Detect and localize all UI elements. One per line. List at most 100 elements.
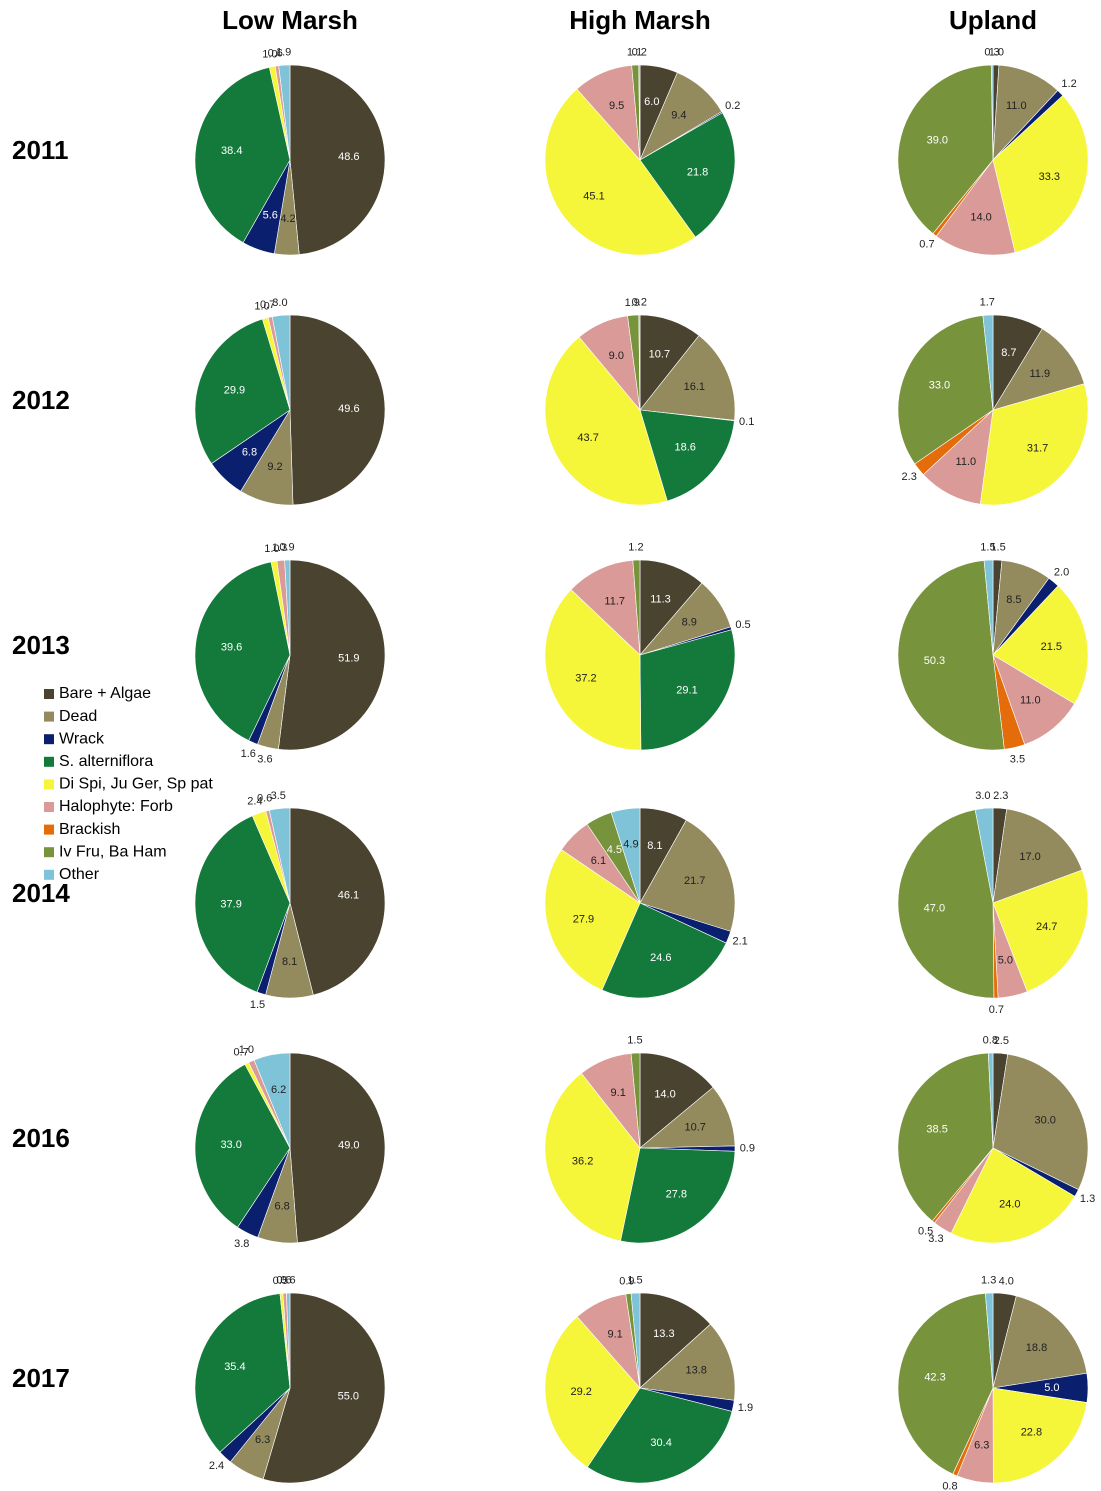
pie-slice bbox=[639, 1292, 711, 1389]
pie-slice bbox=[271, 314, 291, 411]
slice-label: 11.3 bbox=[650, 594, 671, 606]
slice-label: 0.5 bbox=[918, 1225, 933, 1237]
slice-label: 21.7 bbox=[684, 875, 705, 887]
slice-label: 1.9 bbox=[738, 1402, 753, 1414]
pie-slice bbox=[610, 807, 641, 904]
pie-slice bbox=[992, 328, 1085, 411]
pie-slice bbox=[194, 1293, 291, 1453]
column-title: High Marsh bbox=[569, 5, 711, 35]
slice-label: 9.1 bbox=[607, 1329, 622, 1341]
slice-label: 9.4 bbox=[671, 110, 686, 122]
slice-label: 0.9 bbox=[740, 1143, 755, 1155]
slice-label: 13.3 bbox=[653, 1328, 674, 1340]
slice-label: 6.8 bbox=[274, 1200, 289, 1212]
legend-label: Wrack bbox=[59, 730, 105, 747]
pie-slice bbox=[194, 318, 291, 464]
slice-label: 8.7 bbox=[1001, 347, 1016, 359]
slice-label: 0.6 bbox=[280, 1275, 295, 1287]
pie-slice bbox=[639, 819, 736, 932]
pie-slice bbox=[544, 849, 641, 991]
slice-label: 6.3 bbox=[255, 1434, 270, 1446]
legend-swatch bbox=[44, 847, 54, 858]
pie-slice bbox=[194, 815, 291, 993]
slice-label: 21.8 bbox=[687, 166, 708, 178]
slice-label: 2.0 bbox=[1054, 566, 1069, 578]
slice-label: 38.5 bbox=[926, 1123, 947, 1135]
pie-slice bbox=[639, 112, 736, 238]
slice-label: 2.3 bbox=[902, 471, 917, 483]
row-label: 2011 bbox=[12, 135, 68, 165]
pie-slice bbox=[992, 808, 1083, 904]
pie-slice bbox=[992, 64, 1059, 161]
slice-label: 0.8 bbox=[942, 1480, 957, 1491]
slice-label: 3.5 bbox=[1010, 753, 1025, 765]
pie-slice bbox=[262, 1292, 386, 1484]
pie-slice bbox=[289, 64, 386, 255]
pie-slice bbox=[990, 64, 994, 161]
slice-label: 1.3 bbox=[981, 1275, 996, 1287]
slice-label: 38.4 bbox=[221, 145, 242, 157]
slice-label: 1.0 bbox=[262, 48, 277, 60]
slice-label: 8.1 bbox=[647, 840, 662, 852]
column-title: Upland bbox=[949, 5, 1037, 35]
slice-label: 5.6 bbox=[263, 209, 278, 221]
pie-slice bbox=[974, 807, 994, 904]
pie-slice bbox=[601, 902, 727, 999]
slice-label: 30.0 bbox=[1035, 1115, 1056, 1127]
pie-slice bbox=[639, 559, 703, 656]
slice-label: 4.5 bbox=[607, 844, 622, 856]
slice-label: 17.0 bbox=[1019, 851, 1040, 863]
pie-slice bbox=[985, 1292, 994, 1389]
slice-label: 33.3 bbox=[1039, 171, 1060, 183]
pie-slice bbox=[289, 314, 386, 506]
slice-label: 1.5 bbox=[250, 999, 265, 1011]
slice-label: 27.9 bbox=[573, 913, 594, 925]
pie-slice bbox=[194, 561, 291, 741]
row-label: 2012 bbox=[12, 385, 70, 415]
slice-label: 0.5 bbox=[273, 1275, 288, 1287]
pie-slice bbox=[632, 559, 641, 656]
slice-label: 1.0 bbox=[989, 47, 1004, 59]
pie-slice bbox=[992, 95, 1089, 253]
pie-slice bbox=[897, 315, 994, 465]
slice-label: 9.1 bbox=[611, 1087, 626, 1099]
slice-label: 4.9 bbox=[623, 839, 638, 851]
pie-slice bbox=[922, 409, 994, 505]
slice-label: 0.6 bbox=[276, 1275, 291, 1287]
pie-slice bbox=[897, 64, 994, 235]
pie-slice bbox=[950, 1147, 1076, 1244]
slice-label: 1.0 bbox=[239, 1044, 254, 1056]
slice-label: 2.1 bbox=[732, 936, 747, 948]
slice-label: 3.8 bbox=[234, 1238, 249, 1250]
slice-label: 18.6 bbox=[674, 442, 695, 454]
slice-label: 8.9 bbox=[682, 617, 697, 629]
slice-label: 22.8 bbox=[1021, 1427, 1042, 1439]
pie-slice bbox=[268, 807, 291, 904]
slice-label: 1.5 bbox=[627, 1275, 642, 1287]
slice-label: 0.9 bbox=[619, 1275, 634, 1287]
slice-label: 36.2 bbox=[572, 1155, 593, 1167]
pie-slice bbox=[544, 1316, 641, 1468]
slice-label: 8.1 bbox=[282, 956, 297, 968]
pie-slice bbox=[987, 1052, 994, 1149]
slice-label: 39.6 bbox=[221, 642, 242, 654]
slice-label: 3.0 bbox=[272, 297, 287, 309]
slice-label: 3.6 bbox=[257, 753, 272, 765]
row-label: 2017 bbox=[12, 1363, 70, 1393]
slice-label: 11.7 bbox=[604, 596, 625, 608]
pie-slice bbox=[620, 1147, 736, 1244]
legend-label: Other bbox=[59, 866, 100, 883]
slice-label: 13.8 bbox=[686, 1364, 707, 1376]
pie-slice bbox=[992, 654, 1075, 745]
slice-label: 1.5 bbox=[627, 1035, 642, 1047]
pie-slice bbox=[194, 1063, 291, 1228]
pie-slice bbox=[286, 1292, 291, 1389]
slice-label: 51.9 bbox=[338, 653, 359, 665]
legend-label: Iv Fru, Ba Ham bbox=[59, 843, 167, 860]
slice-label: 30.4 bbox=[650, 1437, 671, 1449]
pie-slice bbox=[544, 88, 696, 256]
slice-label: 0.5 bbox=[735, 619, 750, 631]
slice-label: 24.7 bbox=[1036, 921, 1057, 933]
slice-label: 46.1 bbox=[338, 890, 359, 902]
